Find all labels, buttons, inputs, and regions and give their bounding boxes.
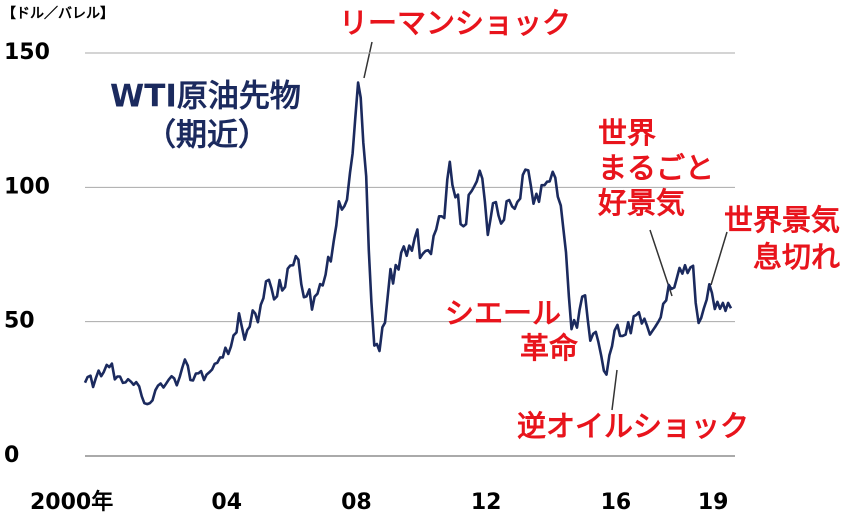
x-tick-label: 19 xyxy=(698,490,729,515)
annotation: 逆オイルショック xyxy=(517,409,749,443)
x-tick-label: 08 xyxy=(341,490,372,515)
y-tick-label: 0 xyxy=(4,443,19,468)
chart-subtitle: （期近） xyxy=(145,118,269,154)
annotation: シエール xyxy=(445,296,561,330)
annotation: 好景気 xyxy=(597,186,685,220)
y-tick-label: 150 xyxy=(4,40,50,65)
x-tick-label: 12 xyxy=(471,490,502,515)
annotation: 息切れ xyxy=(753,240,840,274)
x-tick-label: 16 xyxy=(601,490,632,515)
leader-line xyxy=(710,231,728,286)
price-line xyxy=(83,81,733,406)
y-tick-label: 100 xyxy=(4,174,50,199)
annotation: 世界 xyxy=(598,116,656,150)
y-axis-unit: 【ドル／バレル】 xyxy=(2,6,114,22)
y-tick-label: 50 xyxy=(4,309,35,334)
leader-line xyxy=(363,41,373,79)
x-tick-label: 2000年 xyxy=(30,489,113,515)
x-tick-label: 04 xyxy=(211,490,242,515)
annotation: リーマンショック xyxy=(339,6,571,40)
annotation: まるごと xyxy=(598,151,714,185)
annotation: 世界景気 xyxy=(724,203,840,237)
annotation: 革命 xyxy=(520,331,579,365)
leader-line xyxy=(611,369,618,411)
chart-title: WTI原油先物 xyxy=(110,79,301,115)
